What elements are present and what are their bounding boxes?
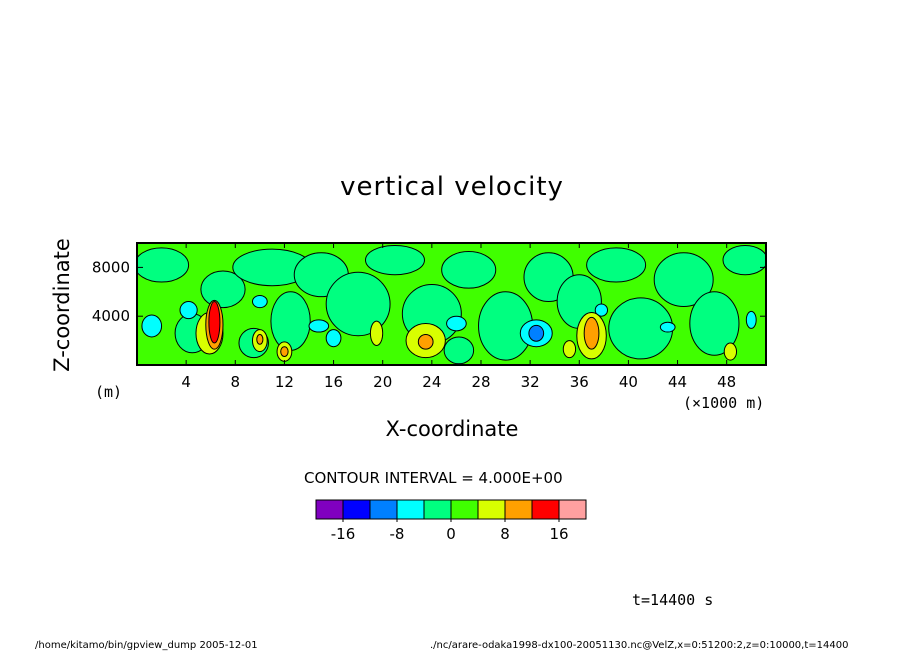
contour-region-strong-updraft xyxy=(256,334,264,345)
y-tick-label: 8000 xyxy=(92,258,130,276)
contour-region-strong-downdraft xyxy=(528,324,545,342)
x-tick-label: 8 xyxy=(231,373,241,391)
contour-blobs xyxy=(137,244,766,365)
colorbar-swatch xyxy=(423,499,452,520)
y-axis-ticks: 4000 8000 xyxy=(92,258,766,325)
x-axis-unit: (×1000 m) xyxy=(683,394,765,412)
x-tick-label: 44 xyxy=(668,373,687,391)
contour-region-weak xyxy=(722,244,766,276)
contour-region-weak xyxy=(325,271,391,337)
contour-region-updraft xyxy=(562,340,577,359)
contour-region-weak xyxy=(200,270,246,309)
contour-region-downdraft xyxy=(745,310,757,329)
contour-region-weak xyxy=(653,252,714,307)
x-axis-label: X-coordinate xyxy=(385,417,519,441)
contour-region-weak xyxy=(441,251,497,289)
contour-region-downdraft xyxy=(251,294,268,309)
x-tick-label: 4 xyxy=(181,373,191,391)
y-tick-label: 4000 xyxy=(92,307,130,325)
contour-region-weak xyxy=(443,336,475,365)
colorbar-swatch xyxy=(531,499,560,520)
time-label: t=14400 s xyxy=(632,591,714,609)
contour-region-strong-updraft xyxy=(417,334,434,350)
contour-region-updraft xyxy=(723,342,738,361)
colorbar: -16 -8 0 8 16 xyxy=(315,499,587,543)
x-tick-label: 24 xyxy=(422,373,441,391)
contour-region-updraft xyxy=(369,320,384,346)
y-axis-unit: (m) xyxy=(95,383,123,401)
colorbar-label: -16 xyxy=(331,525,356,543)
contour-region-weak xyxy=(689,291,740,356)
y-axis-label: Z-coordinate xyxy=(50,238,74,372)
colorbar-label: 0 xyxy=(446,525,456,543)
colorbar-swatch xyxy=(369,499,398,520)
colorbar-swatch xyxy=(558,499,587,520)
footer-left: /home/kitamo/bin/gpview_dump 2005-12-01 xyxy=(35,640,258,651)
colorbar-swatch xyxy=(477,499,506,520)
x-tick-label: 12 xyxy=(275,373,294,391)
colorbar-label: 16 xyxy=(549,525,568,543)
contour-region-downdraft xyxy=(594,303,609,317)
contour-region-weak xyxy=(270,291,311,351)
contour-region-downdraft xyxy=(659,321,676,333)
chart-title: vertical velocity xyxy=(340,172,564,202)
contour-field xyxy=(137,243,766,365)
colorbar-swatch xyxy=(504,499,533,520)
x-tick-label: 20 xyxy=(373,373,392,391)
x-tick-label: 32 xyxy=(521,373,540,391)
colorbar-swatch xyxy=(450,499,479,520)
contour-region-weak xyxy=(365,244,425,276)
contour-region-weak xyxy=(586,247,647,283)
colorbar-label: 8 xyxy=(500,525,510,543)
contour-region-downdraft xyxy=(308,319,330,333)
colorbar-swatch xyxy=(315,499,344,520)
plot-frame xyxy=(136,242,767,366)
contour-region-weak xyxy=(137,247,190,283)
contour-region-downdraft xyxy=(446,315,467,332)
x-tick-label: 36 xyxy=(570,373,589,391)
x-axis-ticks: 4 8 12 16 20 24 28 32 36 40 44 48 xyxy=(181,243,736,391)
contour-region-strong-updraft xyxy=(280,346,289,357)
footer-right: ./nc/arare-odaka1998-dx100-20051130.nc@V… xyxy=(430,640,849,651)
x-tick-label: 28 xyxy=(471,373,490,391)
x-tick-label: 16 xyxy=(324,373,343,391)
contour-region-strong-updraft xyxy=(583,316,600,350)
contour-region-downdraft xyxy=(141,314,163,338)
colorbar-label: -8 xyxy=(390,525,405,543)
contour-interval-label: CONTOUR INTERVAL = 4.000E+00 xyxy=(304,469,563,487)
colorbar-swatch xyxy=(396,499,425,520)
contour-region-downdraft xyxy=(179,301,198,320)
x-tick-label: 40 xyxy=(619,373,638,391)
colorbar-swatch xyxy=(342,499,371,520)
x-tick-label: 48 xyxy=(717,373,736,391)
contour-region-core-updraft xyxy=(208,301,221,344)
contour-region-downdraft xyxy=(325,329,342,348)
